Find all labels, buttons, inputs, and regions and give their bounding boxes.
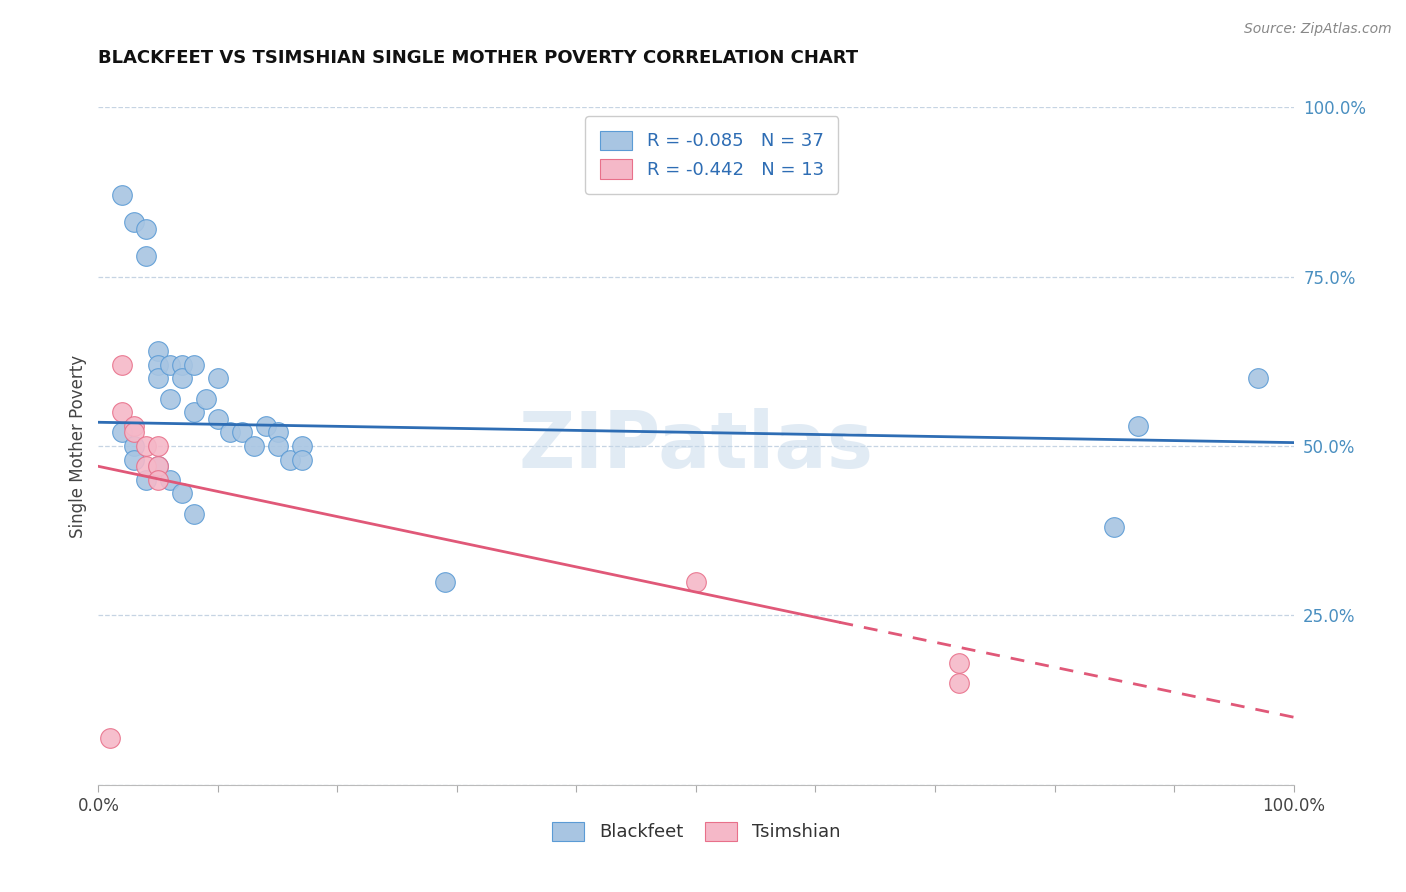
- Point: [148, 459, 170, 474]
- Point: [172, 486, 194, 500]
- Point: [267, 425, 290, 440]
- Point: [148, 371, 170, 385]
- Point: [231, 425, 253, 440]
- Text: BLACKFEET VS TSIMSHIAN SINGLE MOTHER POVERTY CORRELATION CHART: BLACKFEET VS TSIMSHIAN SINGLE MOTHER POV…: [98, 49, 859, 67]
- Point: [1104, 520, 1126, 534]
- Point: [135, 249, 157, 263]
- Point: [948, 676, 970, 690]
- Point: [159, 392, 181, 406]
- Point: [948, 656, 970, 670]
- Text: ZIPatlas: ZIPatlas: [519, 408, 873, 484]
- Legend: Blackfeet, Tsimshian: Blackfeet, Tsimshian: [543, 813, 849, 850]
- Point: [254, 418, 277, 433]
- Point: [124, 215, 146, 229]
- Point: [243, 439, 266, 453]
- Text: Source: ZipAtlas.com: Source: ZipAtlas.com: [1244, 22, 1392, 37]
- Point: [278, 452, 301, 467]
- Point: [111, 425, 134, 440]
- Point: [159, 473, 181, 487]
- Point: [98, 731, 122, 745]
- Point: [135, 222, 157, 236]
- Point: [148, 358, 170, 372]
- Point: [685, 574, 707, 589]
- Point: [172, 371, 194, 385]
- Point: [124, 439, 146, 453]
- Point: [135, 473, 157, 487]
- Point: [1247, 371, 1270, 385]
- Point: [135, 439, 157, 453]
- Point: [111, 188, 134, 202]
- Point: [124, 418, 146, 433]
- Point: [207, 412, 229, 426]
- Point: [148, 439, 170, 453]
- Point: [148, 344, 170, 359]
- Point: [291, 439, 314, 453]
- Point: [1128, 418, 1150, 433]
- Point: [434, 574, 457, 589]
- Point: [124, 452, 146, 467]
- Point: [135, 459, 157, 474]
- Y-axis label: Single Mother Poverty: Single Mother Poverty: [69, 354, 87, 538]
- Point: [172, 358, 194, 372]
- Point: [159, 358, 181, 372]
- Point: [219, 425, 242, 440]
- Point: [291, 452, 314, 467]
- Point: [148, 473, 170, 487]
- Point: [183, 358, 205, 372]
- Point: [183, 405, 205, 419]
- Point: [111, 405, 134, 419]
- Point: [207, 371, 229, 385]
- Point: [124, 425, 146, 440]
- Point: [111, 358, 134, 372]
- Point: [148, 459, 170, 474]
- Point: [195, 392, 218, 406]
- Point: [183, 507, 205, 521]
- Point: [267, 439, 290, 453]
